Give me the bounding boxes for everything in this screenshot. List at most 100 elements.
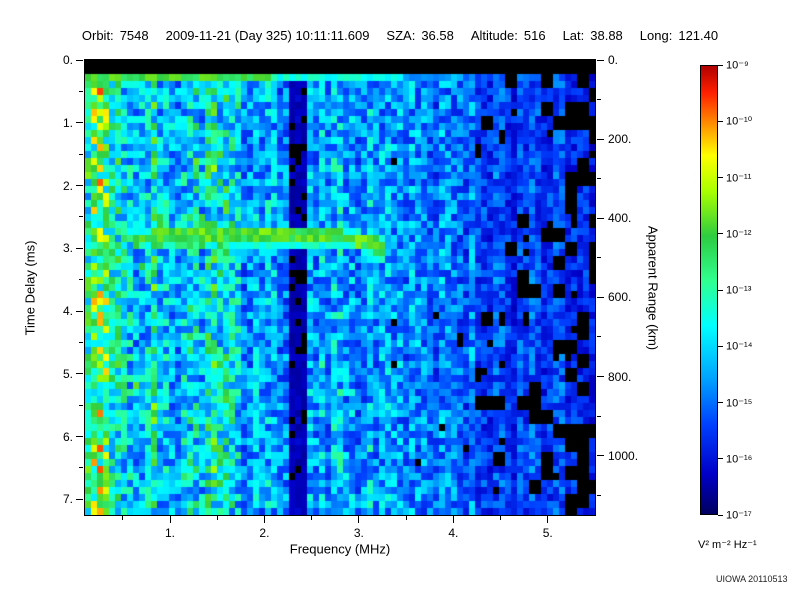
y-left-minor-tick-mark	[79, 279, 83, 281]
y-right-minor-tick-mark	[597, 415, 601, 417]
colorbar-tick-mark	[718, 458, 723, 460]
x-tick-mark	[547, 516, 549, 523]
x-tick-label: 1.	[164, 526, 176, 540]
sza-label: SZA:	[386, 28, 416, 43]
y-right-minor-tick-mark	[597, 336, 601, 338]
y-left-tick-label: 4.	[62, 304, 73, 319]
y-right-tick-mark	[597, 138, 604, 140]
orbit-value: 7548	[119, 28, 149, 43]
y-left-minor-tick-mark	[79, 90, 83, 92]
y-right-tick-mark	[597, 296, 604, 298]
colorbar	[700, 65, 718, 515]
y-right-tick-mark	[597, 376, 604, 378]
y-left-minor-tick-mark	[79, 467, 83, 469]
credit-stamp: UIOWA 20110513	[716, 574, 788, 584]
x-minor-tick-mark	[311, 516, 313, 520]
y-left-tick-mark	[76, 122, 83, 124]
colorbar-tick-label: 10⁻⁹	[726, 59, 749, 72]
y-left-tick-mark	[76, 373, 83, 375]
y-right-minor-tick-mark	[597, 178, 601, 180]
colorbar-tick-label: 10⁻¹⁴	[726, 340, 753, 353]
colorbar-tick-label: 10⁻¹⁰	[726, 115, 753, 128]
y-left-tick-label: 1.	[62, 115, 73, 130]
y-right-tick-label: 800.	[608, 369, 632, 384]
colorbar-tick-mark	[718, 64, 723, 66]
y-left-tick-label: 3.	[62, 241, 73, 256]
colorbar-tick-mark	[718, 233, 723, 235]
altitude-label: Altitude:	[470, 28, 518, 43]
colorbar-tick-mark	[718, 514, 723, 516]
colorbar-tick-mark	[718, 120, 723, 122]
y-left-tick-mark	[76, 436, 83, 438]
y-left-tick-label: 5.	[62, 366, 73, 381]
long-field: Long: 121.40	[640, 28, 718, 43]
colorbar-units: V² m⁻² Hz⁻¹	[698, 539, 757, 551]
y-right-minor-tick-mark	[597, 257, 601, 259]
orbit-field: Orbit: 7548	[82, 28, 149, 43]
y-right-tick-mark	[597, 455, 604, 457]
x-tick-label: 2.	[259, 526, 270, 540]
colorbar-tick-label: 10⁻¹⁵	[726, 397, 753, 409]
lat-value: 38.88	[590, 28, 623, 43]
y-left-tick-label: 6.	[62, 429, 73, 444]
altitude-field: Altitude: 516	[471, 28, 546, 43]
y-right-minor-tick-mark	[597, 99, 601, 101]
y-left-minor-tick-mark	[79, 404, 83, 406]
y-left-tick-label: 0.	[62, 53, 73, 67]
y-right-minor-tick-mark	[597, 494, 601, 496]
y-left-tick-mark	[76, 247, 83, 249]
x-tick-mark	[169, 516, 171, 523]
y-left-tick-mark	[76, 59, 83, 61]
y-right-tick-label: 1000.	[608, 448, 639, 463]
colorbar-tick-mark	[718, 289, 723, 291]
x-minor-tick-mark	[122, 516, 124, 520]
colorbar-tick-mark	[718, 177, 723, 178]
lat-field: Lat: 38.88	[563, 28, 623, 43]
y-left-minor-tick-mark	[79, 216, 83, 218]
orbit-label: Orbit:	[81, 28, 114, 43]
x-minor-tick-mark	[405, 516, 407, 520]
sza-field: SZA: 36.58	[386, 28, 453, 43]
y-axis-label-left: Time Delay (ms)	[22, 240, 38, 336]
x-tick-mark	[358, 516, 360, 523]
y-left-tick-label: 7.	[62, 492, 73, 507]
y-right-tick-mark	[597, 217, 604, 219]
y-axis-label-right: Apparent Range (km)	[645, 225, 661, 351]
altitude-value: 516	[523, 28, 546, 43]
y-left-minor-tick-mark	[79, 341, 83, 343]
colorbar-tick-label: 10⁻¹³	[726, 284, 752, 297]
y-right-tick-mark	[597, 59, 604, 61]
colorbar-tick-label: 10⁻¹²	[726, 228, 752, 241]
x-tick-label: 5.	[542, 526, 553, 540]
y-left-tick-label: 2.	[62, 178, 73, 193]
x-tick-mark	[452, 516, 454, 523]
long-value: 121.40	[678, 28, 719, 43]
y-left-tick-mark	[76, 310, 83, 312]
colorbar-tick-label: 10⁻¹⁶	[726, 453, 753, 466]
x-minor-tick-mark	[500, 516, 502, 520]
y-right-tick-label: 400.	[608, 211, 632, 226]
y-right-tick-label: 200.	[608, 132, 632, 147]
header: Orbit: 7548 2009-11-21 (Day 325) 10:11:11…	[0, 28, 800, 43]
datetime-value: 2009-11-21 (Day 325) 10:11:11.609	[165, 28, 370, 43]
colorbar-tick-mark	[718, 345, 723, 347]
x-axis-label: Frequency (MHz)	[289, 541, 391, 557]
colorbar-tick-label: 10⁻¹⁷	[726, 509, 752, 522]
x-tick-mark	[263, 516, 265, 523]
x-tick-label: 3.	[353, 526, 364, 540]
y-left-tick-mark	[76, 498, 83, 500]
x-tick-label: 4.	[448, 526, 459, 540]
lat-label: Lat:	[562, 28, 585, 43]
colorbar-tick-mark	[718, 402, 723, 403]
sza-value: 36.58	[421, 28, 454, 43]
x-minor-tick-mark	[216, 516, 218, 520]
spectrogram-canvas	[85, 60, 595, 515]
y-left-tick-mark	[76, 185, 83, 187]
y-right-tick-label: 600.	[608, 290, 632, 305]
colorbar-tick-label: 10⁻¹¹	[726, 172, 752, 184]
long-label: Long:	[639, 28, 673, 43]
y-right-tick-label: 0.	[608, 53, 619, 67]
y-left-minor-tick-mark	[79, 153, 83, 155]
plot-area	[84, 59, 596, 516]
